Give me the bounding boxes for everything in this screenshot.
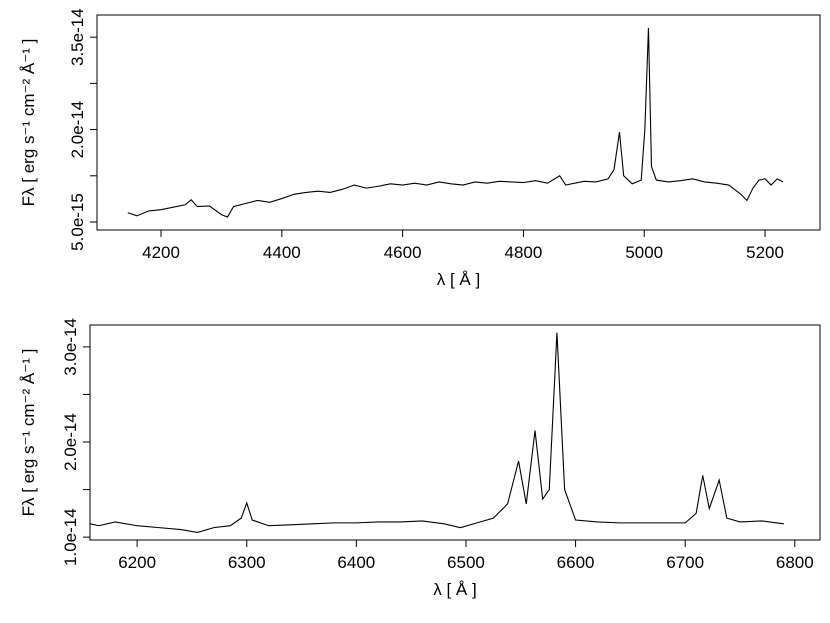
spectrum-line [89, 332, 784, 533]
x-tick-label: 6300 [228, 553, 266, 572]
x-tick-label: 6200 [118, 553, 156, 572]
x-tick-label: 4800 [505, 243, 543, 262]
x-tick-label: 6500 [447, 553, 485, 572]
x-tick-label: 6600 [557, 553, 595, 572]
y-tick-label: 3.0e-14 [61, 318, 80, 376]
plot-frame [89, 324, 821, 541]
x-tick-label: 4400 [263, 243, 301, 262]
x-axis-label: λ [ Å ] [433, 580, 476, 599]
y-tick-label: 3.5e-14 [68, 8, 87, 66]
y-tick-label: 5.0e-15 [68, 193, 87, 251]
y-tick-label: 1.0e-14 [61, 508, 80, 566]
x-tick-label: 4200 [142, 243, 180, 262]
y-axis-label: Fλ [ erg s⁻¹ cm⁻² Å⁻¹ ] [19, 349, 38, 517]
x-tick-label: 6800 [776, 553, 814, 572]
x-tick-label: 6700 [666, 553, 704, 572]
x-axis-label: λ [ Å ] [437, 270, 480, 289]
y-tick-label: 2.0e-14 [61, 413, 80, 471]
x-tick-label: 5200 [746, 243, 784, 262]
x-tick-label: 6400 [337, 553, 375, 572]
x-tick-label: 5000 [625, 243, 663, 262]
spectrum-line [127, 27, 784, 218]
x-tick-label: 4600 [384, 243, 422, 262]
plot-frame [96, 14, 821, 231]
y-axis-label: Fλ [ erg s⁻¹ cm⁻² Å⁻¹ ] [19, 39, 38, 207]
y-tick-label: 2.0e-14 [68, 101, 87, 159]
